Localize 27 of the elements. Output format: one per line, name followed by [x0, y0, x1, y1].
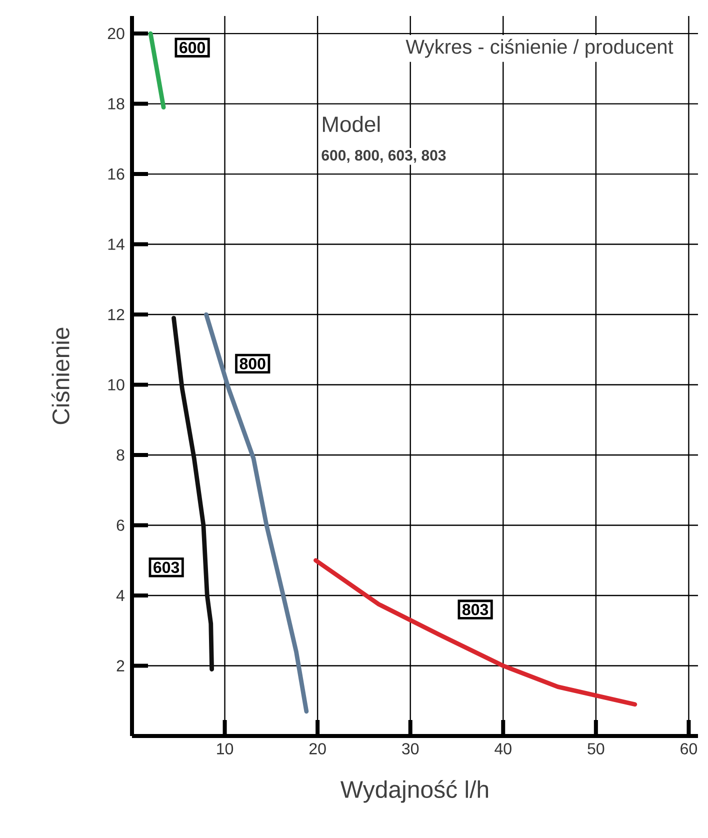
x-tick-label: 30 — [402, 743, 419, 754]
x-axis-title: Wydajność l/h — [340, 780, 488, 803]
text: Wykres - ciśnienie / producent — [406, 38, 674, 58]
y-tick-label: 16 — [108, 168, 124, 180]
y-tick-label: 12 — [108, 308, 124, 320]
annotation: 600 — [180, 42, 206, 54]
annotation: 600, 800, 603, 803 — [322, 150, 446, 163]
y-tick-label: 8 — [116, 449, 124, 461]
x-tick-label: 40 — [494, 743, 512, 754]
annotation: 603 — [154, 562, 180, 574]
y-axis-title: Ciśnienie — [52, 328, 70, 424]
y-tick-label: 2 — [116, 660, 124, 672]
annotation: 803 — [462, 604, 488, 616]
y-tick-label: 4 — [116, 590, 124, 602]
y-tick-label: 20 — [108, 28, 124, 40]
y-tick-label: 14 — [108, 238, 124, 250]
x-tick-label: 60 — [680, 743, 697, 754]
annotation: Model — [322, 116, 380, 132]
line-series — [314, 558, 638, 707]
y-tick-label: 10 — [108, 379, 124, 390]
x-tick-label: 20 — [309, 743, 326, 754]
x-tick-label: 50 — [588, 743, 604, 754]
y-tick-label: 6 — [116, 520, 124, 531]
x-tick-label: 10 — [217, 743, 234, 754]
line-series — [204, 312, 309, 714]
annotation: 800 — [240, 358, 266, 370]
y-tick-label: 18 — [108, 98, 124, 110]
